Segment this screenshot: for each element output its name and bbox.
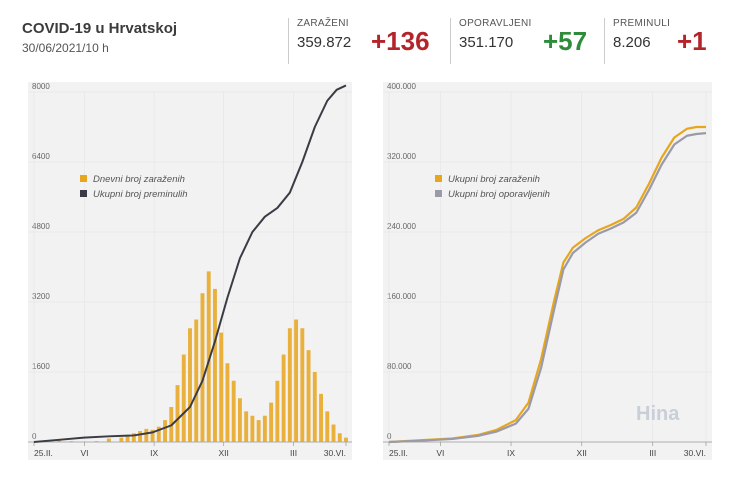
bar — [219, 332, 224, 442]
legend-swatch — [435, 175, 442, 182]
bar — [131, 433, 136, 442]
bar — [244, 411, 249, 442]
bar — [200, 293, 205, 442]
bar — [237, 398, 242, 442]
bar — [250, 415, 255, 442]
bar — [69, 441, 74, 442]
stat-deceased-label: PREMINULI — [613, 18, 671, 29]
stat-deceased-value: 8.206 — [613, 34, 651, 51]
bar — [325, 411, 330, 442]
x-tick-label: 25.II. — [34, 448, 53, 458]
legend-label: Ukupni broj preminulih — [93, 189, 188, 200]
bar — [231, 380, 236, 442]
bar — [194, 319, 199, 442]
chart-subtitle: 30/06/2021/10 h — [22, 41, 109, 55]
y-tick-label: 400.000 — [387, 82, 416, 91]
x-tick-label: 25.II. — [389, 448, 408, 458]
x-tick-label: XII — [218, 448, 228, 458]
legend-label: Ukupni broj oporavljenih — [448, 189, 550, 200]
x-tick-label: VI — [436, 448, 444, 458]
y-tick-label: 0 — [387, 432, 392, 441]
bar — [150, 429, 155, 442]
bar — [331, 424, 336, 442]
legend-swatch — [435, 190, 442, 197]
bar — [106, 438, 111, 442]
bar — [156, 426, 161, 442]
stat-infected: ZARAŽENI 359.872 +136 — [288, 18, 452, 64]
bar — [281, 354, 286, 442]
legend-label: Ukupni broj zaraženih — [448, 174, 540, 185]
legend-label: Dnevni broj zaraženih — [93, 174, 185, 185]
series-line — [388, 132, 707, 444]
bar — [57, 439, 61, 442]
y-tick-label: 1600 — [32, 362, 50, 371]
plot-background — [383, 82, 712, 460]
stat-deceased-delta: +1 — [677, 26, 707, 56]
x-tick-label: IX — [150, 448, 158, 458]
chart-title: COVID-19 u Hrvatskoj — [22, 20, 178, 37]
y-tick-label: 0 — [32, 432, 37, 441]
bar — [269, 402, 274, 442]
y-tick-label: 6400 — [32, 152, 50, 161]
bar — [206, 271, 211, 442]
series-line — [388, 125, 706, 444]
chart-panel-2: 0 80.000 160.000 240.000 320.000 400.000 25.II… — [383, 82, 712, 460]
bar — [344, 437, 348, 442]
legend-swatch — [80, 190, 87, 197]
bar — [144, 428, 149, 442]
stat-recovered-label: OPORAVLJENI — [459, 18, 532, 29]
y-tick-label: 80.000 — [387, 362, 412, 371]
bar — [138, 431, 143, 442]
y-tick-label: 240.000 — [387, 222, 416, 231]
bar — [306, 350, 311, 442]
bar — [300, 328, 305, 442]
stat-infected-value: 359.872 — [297, 34, 352, 51]
x-tick-label: 30.VI. — [324, 448, 346, 458]
bar — [163, 420, 167, 442]
y-tick-label: 4800 — [32, 222, 50, 231]
bar — [175, 385, 180, 442]
bar — [312, 372, 317, 442]
y-tick-label: 160.000 — [387, 292, 416, 301]
bar — [287, 328, 292, 442]
x-tick-label: IX — [507, 448, 515, 458]
y-tick-label: 8000 — [32, 82, 50, 91]
bar — [94, 441, 99, 442]
x-tick-label: 30.VI. — [684, 448, 706, 458]
bar — [125, 435, 130, 442]
bar — [213, 288, 217, 442]
y-tick-label: 320.000 — [387, 152, 416, 161]
bar — [319, 393, 323, 442]
stat-infected-label: ZARAŽENI — [297, 18, 349, 29]
stat-recovered-value: 351.170 — [459, 34, 514, 51]
x-tick-label: VI — [81, 448, 89, 458]
bar — [275, 380, 280, 442]
stat-recovered-delta: +57 — [543, 26, 588, 56]
bar — [294, 319, 299, 442]
bar — [188, 328, 192, 442]
legend-swatch — [80, 175, 87, 182]
series-line — [33, 84, 347, 443]
bar — [225, 363, 230, 442]
y-tick-label: 3200 — [32, 292, 50, 301]
stat-infected-delta: +136 — [371, 26, 430, 56]
x-tick-label: III — [649, 448, 656, 458]
stat-recovered: OPORAVLJENI 351.170 +57 — [450, 18, 601, 64]
bar — [262, 415, 267, 442]
bar — [181, 354, 186, 442]
stat-deceased: PREMINULI 8.206 +1 — [604, 18, 723, 64]
x-tick-label: XII — [577, 448, 587, 458]
bar — [119, 437, 124, 442]
hina-logo: Hina — [636, 403, 680, 425]
x-tick-label: III — [290, 448, 297, 458]
bar — [337, 433, 342, 442]
chart-panel-1: 0 1600 3200 4800 6400 8000 25.II. VI IX XII III 30.… — [28, 82, 352, 460]
bar — [256, 420, 261, 442]
